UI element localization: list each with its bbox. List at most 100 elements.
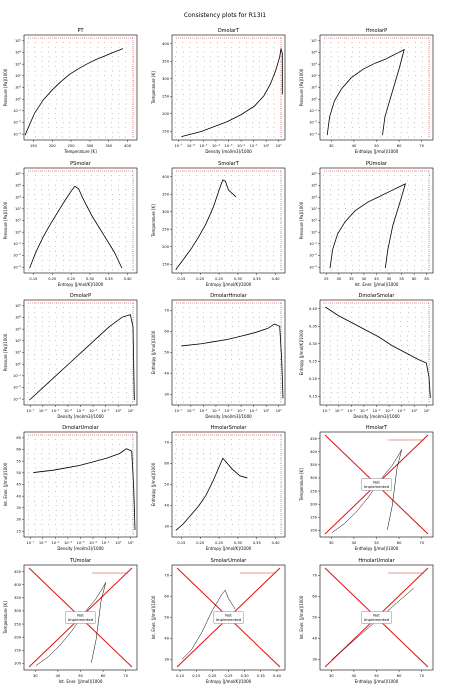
isoline-point: [196, 392, 198, 393]
isoline-point: [266, 250, 268, 252]
isoline-point: [216, 136, 218, 138]
isoline-point: [379, 180, 381, 181]
isoline-point: [189, 335, 190, 337]
isoline-point: [266, 335, 268, 337]
isoline-point: [232, 481, 233, 483]
isoline-point: [231, 98, 232, 100]
isoline-point: [380, 42, 381, 44]
axes-frame: [23, 34, 138, 141]
isoline-point: [112, 269, 113, 271]
isoline-point: [62, 382, 64, 384]
isoline-point: [203, 519, 204, 521]
isoline-point: [97, 47, 98, 48]
isoline-point: [267, 241, 268, 243]
isoline-point: [111, 448, 113, 450]
isoline-point: [62, 396, 64, 398]
isoline-point: [330, 241, 332, 243]
isoline-point: [175, 250, 176, 252]
isoline-point: [414, 222, 416, 224]
isoline-point: [407, 368, 409, 370]
isoline-point: [62, 335, 64, 337]
isoline-point: [91, 368, 93, 370]
isoline-point: [386, 264, 388, 266]
isoline-point: [83, 117, 85, 119]
isoline-point: [266, 51, 267, 53]
isoline-point: [407, 65, 408, 67]
isoline-point: [344, 198, 346, 200]
isoline-point: [359, 194, 360, 195]
isoline-point: [83, 194, 84, 195]
x-tick-label: 10⁻⁷: [174, 144, 182, 148]
isoline-point: [252, 467, 254, 469]
isoline-point: [35, 533, 36, 535]
isoline-point: [421, 70, 423, 72]
isoline-point: [175, 203, 177, 205]
isoline-point: [118, 373, 119, 375]
x-tick-label: 10⁻⁷: [26, 409, 34, 413]
isoline-point: [407, 89, 408, 91]
isoline-point: [76, 472, 77, 474]
isoline-point: [358, 260, 360, 261]
isoline-point: [246, 401, 247, 403]
isoline-point: [55, 524, 56, 525]
isoline-point: [274, 363, 275, 365]
isoline-point: [225, 131, 227, 133]
isoline-point: [90, 80, 92, 81]
isoline-point: [125, 213, 126, 214]
isoline-point: [420, 98, 422, 100]
isoline-point: [111, 439, 113, 441]
isoline-point: [260, 453, 261, 455]
isoline-point: [280, 363, 281, 365]
isoline-point: [204, 127, 205, 128]
isoline-point: [84, 326, 85, 327]
isoline-point: [379, 184, 381, 186]
isoline-point: [83, 75, 85, 77]
isoline-point: [259, 175, 260, 177]
isoline-point: [331, 368, 332, 370]
isoline-point: [421, 255, 423, 257]
isoline-point: [90, 467, 92, 469]
isoline-point: [392, 396, 394, 398]
isoline-point: [421, 75, 422, 77]
isoline-point: [28, 330, 29, 332]
isoline-point: [429, 94, 430, 95]
isoline-point: [69, 75, 71, 77]
isoline-point: [90, 363, 91, 365]
x-tick-label: 0.20: [48, 277, 57, 281]
isoline-point: [373, 65, 374, 67]
isoline-point: [70, 117, 71, 119]
isoline-point: [182, 335, 183, 337]
isoline-point: [266, 486, 267, 488]
isoline-point: [175, 401, 177, 403]
isoline-point: [90, 340, 91, 342]
isoline-point: [266, 340, 268, 342]
isoline-point: [386, 359, 388, 360]
isoline-point: [231, 491, 233, 492]
isoline-point: [323, 103, 324, 105]
saturation-curve: [331, 587, 414, 660]
isoline-point: [259, 94, 260, 95]
isoline-point: [49, 519, 50, 521]
isoline-point: [27, 231, 29, 233]
isoline-point: [204, 61, 206, 62]
isoline-point: [56, 307, 58, 309]
isoline-point: [61, 250, 63, 252]
isoline-point: [131, 117, 133, 119]
isoline-point: [253, 316, 254, 318]
isoline-point: [245, 117, 247, 119]
isoline-point: [259, 75, 261, 77]
isoline-point: [379, 330, 381, 332]
isoline-point: [105, 363, 106, 365]
isoline-point: [231, 321, 233, 323]
isoline-point: [246, 61, 247, 62]
isoline-point: [62, 349, 64, 351]
isoline-point: [118, 349, 120, 351]
isoline-point: [407, 51, 409, 53]
isoline-point: [210, 326, 212, 327]
isoline-point: [97, 113, 99, 114]
isoline-point: [273, 98, 275, 100]
isoline-point: [70, 514, 71, 516]
chart-title: DmolarSmolar: [359, 293, 396, 299]
isoline-point: [379, 175, 381, 177]
isoline-point: [90, 56, 92, 58]
